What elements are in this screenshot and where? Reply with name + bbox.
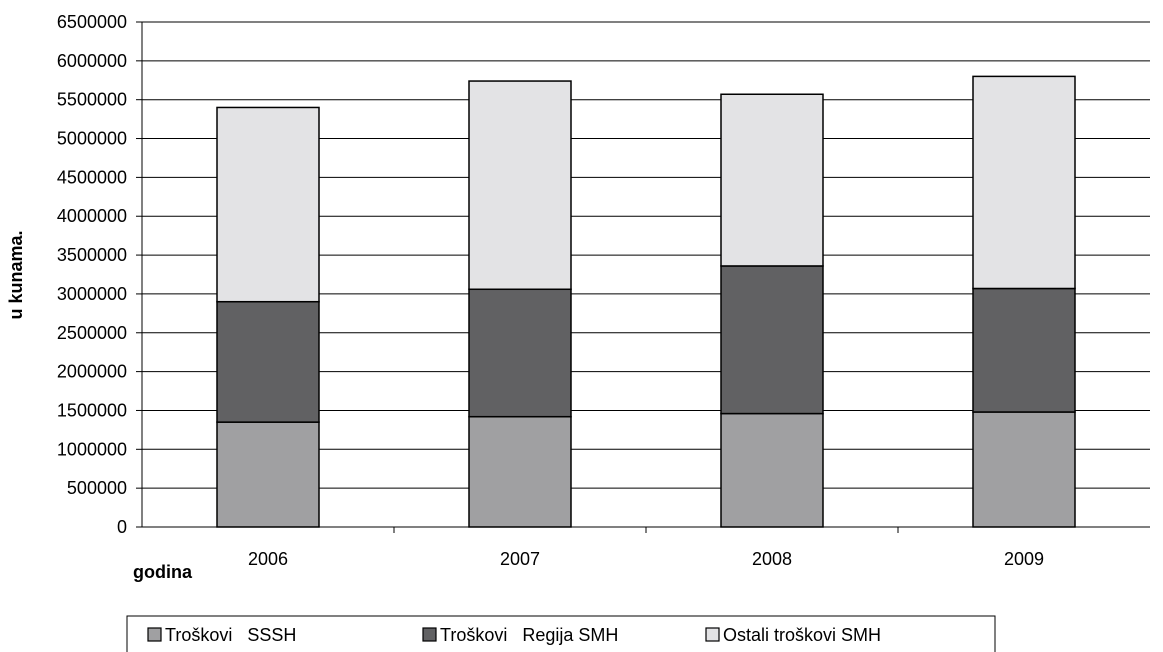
y-tick-label: 6500000 xyxy=(57,12,127,32)
y-tick-label: 3500000 xyxy=(57,245,127,265)
bar-segment-2009-series-2 xyxy=(972,287,1076,413)
y-tick-label: 5000000 xyxy=(57,129,127,149)
legend-swatch xyxy=(705,627,720,642)
legend-frame xyxy=(126,615,996,652)
bar-segment-2008-series-3 xyxy=(720,93,824,267)
y-tick-label: 1500000 xyxy=(57,400,127,420)
legend: Troškovi SSSH Troškovi Regija SMH Ostali t… xyxy=(126,615,996,652)
y-tick-label: 2000000 xyxy=(57,362,127,382)
x-axis-label: godina xyxy=(133,562,193,582)
bars xyxy=(216,75,1076,528)
y-tick-label: 4500000 xyxy=(57,167,127,187)
legend-label: Troškovi SSSH xyxy=(165,625,296,645)
y-tick-label: 500000 xyxy=(67,478,127,498)
x-tick-label: 2008 xyxy=(752,549,792,569)
bar-segment-2006-series-1 xyxy=(216,421,320,528)
bar-segment-2007-series-1 xyxy=(468,415,572,528)
axes xyxy=(136,21,1150,533)
legend-swatch xyxy=(422,627,437,642)
y-tick-label: 0 xyxy=(117,517,127,537)
y-tick-label: 2500000 xyxy=(57,323,127,343)
legend-label: Ostali troškovi SMH xyxy=(723,625,881,645)
bar-segment-2007-series-3 xyxy=(468,80,572,291)
y-tick-label: 6000000 xyxy=(57,51,127,71)
x-tick-label: 2006 xyxy=(248,549,288,569)
y-tick-label: 4000000 xyxy=(57,206,127,226)
y-tick-labels: 0 500000 1000000 1500000 2000000 2500000 30000… xyxy=(57,12,127,537)
legend-label: Troškovi Regija SMH xyxy=(440,625,618,645)
bar-segment-2006-series-3 xyxy=(216,106,320,303)
y-axis-label: u kunama. xyxy=(6,230,26,319)
bar-segment-2009-series-3 xyxy=(972,75,1076,290)
x-tick-labels: 2006 2007 2008 2009 xyxy=(248,549,1044,569)
x-tick-label: 2007 xyxy=(500,549,540,569)
y-tick-label: 5500000 xyxy=(57,90,127,110)
x-tick-label: 2009 xyxy=(1004,549,1044,569)
bar-segment-2007-series-2 xyxy=(468,288,572,418)
bar-segment-2006-series-2 xyxy=(216,300,320,423)
bar-segment-2009-series-1 xyxy=(972,411,1076,528)
legend-swatch xyxy=(147,627,162,642)
bar-segment-2008-series-2 xyxy=(720,265,824,415)
bar-segment-2008-series-1 xyxy=(720,412,824,528)
y-tick-label: 1000000 xyxy=(57,439,127,459)
y-tick-label: 3000000 xyxy=(57,284,127,304)
